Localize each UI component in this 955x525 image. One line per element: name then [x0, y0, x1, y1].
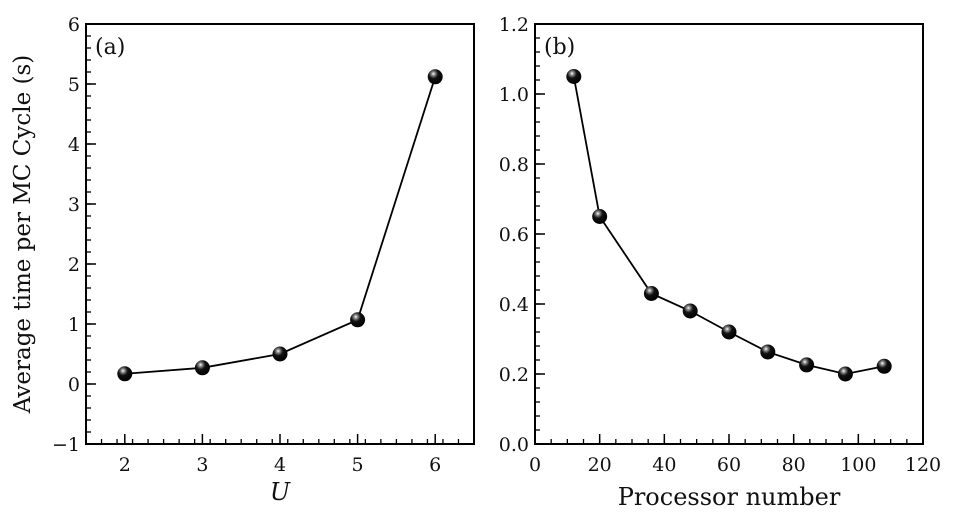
panel-a-y-tick-label: 0 [68, 374, 80, 396]
panel-b-y-tick-label: 0.6 [499, 224, 529, 246]
panel-b-y-tick-label: 0.4 [499, 294, 529, 316]
panel-a-y-tick-label: 6 [68, 14, 80, 36]
panel-b-x-tick-label: 60 [717, 454, 741, 476]
panel-b-label: (b) [544, 35, 575, 60]
panel-a-data-point [427, 69, 443, 85]
panel-a-y-tick-label: 2 [68, 254, 80, 276]
panel-a-data-point [194, 360, 210, 376]
panel-a-series-line [124, 76, 437, 375]
panel-b-data-point [566, 69, 582, 84]
panel-a-data-point [272, 346, 288, 362]
panel-b-data-point [760, 344, 776, 360]
panel-b-data-point [592, 209, 608, 224]
panel-b-x-axis-label: Processor number [618, 483, 841, 511]
panel-b-x-tick-label: 80 [782, 454, 806, 476]
panel-a-x-tick-label: 3 [196, 454, 208, 476]
panel-a-y-tick-label: 3 [68, 194, 80, 216]
panel-b-x-tick-label: 20 [588, 454, 612, 476]
panel-a: (a) U Average time per MC Cycle (s) 2 3 4 5… [10, 14, 475, 506]
panel-b-data-point [799, 357, 815, 373]
panel-a-y-axis-label: Average time per MC Cycle (s) [10, 55, 36, 415]
panel-b-x-tick-label: 40 [652, 454, 676, 476]
panel-b-y-tick-label: 0.2 [499, 364, 529, 386]
panel-a-x-tick-label: 5 [352, 454, 364, 476]
panel-a-x-tick-label: 2 [119, 454, 131, 476]
panel-b-data-point [837, 366, 853, 382]
panel-b-x-tick-label: 0 [529, 454, 541, 476]
panel-a-y-tick-label: −1 [52, 434, 80, 456]
panel-b-y-tick-label: 0.0 [499, 434, 529, 456]
panel-a-x-tick-label: 4 [274, 454, 286, 476]
panel-b-x-tick-label: 120 [905, 454, 941, 476]
panel-a-data-point [350, 312, 366, 328]
panel-b-data-point [682, 303, 698, 319]
panel-a-y-tick-label: 5 [68, 74, 80, 96]
panel-a-frame [85, 23, 475, 445]
panel-b-y-tick-label: 0.8 [499, 154, 529, 176]
panel-b-y-tick-label: 1.0 [499, 84, 529, 106]
panel-a-x-axis-label: U [270, 478, 291, 506]
panel-a-data-point [117, 366, 133, 382]
panel-a-x-tick-label: 6 [429, 454, 441, 476]
panel-b-data-point [876, 358, 892, 374]
panel-a-y-tick-label: 4 [68, 134, 80, 156]
panel-b-data-point [721, 324, 737, 340]
panel-a-y-tick-label: 1 [68, 314, 80, 336]
panel-b-data-point [643, 286, 659, 301]
panel-b-frame [534, 23, 924, 445]
panel-a-label: (a) [95, 35, 125, 60]
panel-b-x-tick-label: 100 [840, 454, 876, 476]
panel-b: (b) Processor number 0 20 40 60 80 100 120 0.0 0… [499, 14, 941, 511]
panel-b-y-tick-label: 1.2 [499, 14, 529, 36]
